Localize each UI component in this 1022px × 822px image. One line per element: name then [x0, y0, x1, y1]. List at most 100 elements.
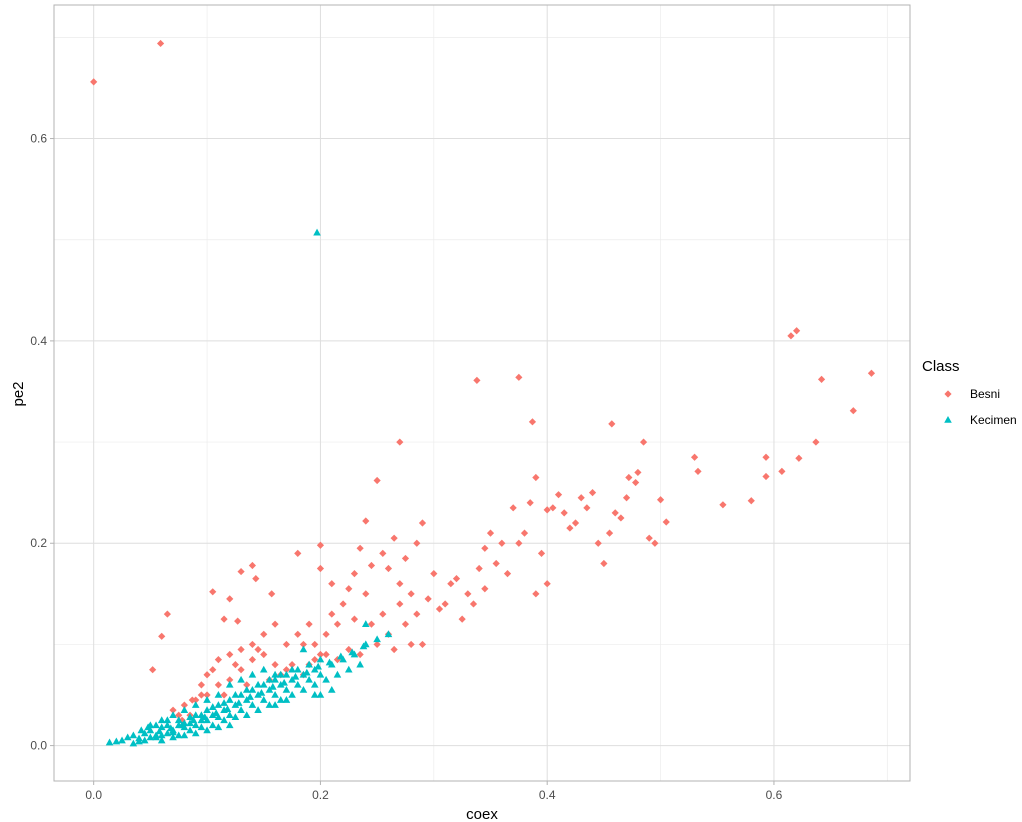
besni-point [632, 478, 640, 487]
besni-point [367, 620, 376, 628]
legend-key-kecimen [944, 416, 952, 423]
kecimen-point [208, 721, 217, 729]
kecimen-point [118, 736, 126, 744]
x-tick-label: 0.4 [539, 788, 556, 802]
besni-point [282, 640, 291, 649]
besni-point [390, 534, 398, 542]
kecimen-point [257, 688, 266, 696]
series-kecimen [105, 228, 393, 747]
besni-point [214, 681, 222, 689]
besni-point [532, 590, 540, 598]
besni-point [407, 640, 415, 649]
kecimen-point [276, 680, 285, 688]
kecimen-point [146, 733, 155, 741]
besni-point [473, 376, 481, 384]
besni-point [373, 476, 381, 485]
besni-point [435, 605, 444, 613]
besni-point [407, 590, 415, 598]
kecimen-point [288, 665, 296, 673]
kecimen-point [235, 699, 243, 706]
kecimen-point [322, 675, 330, 683]
kecimen-point [373, 635, 381, 643]
kecimen-point [137, 726, 146, 734]
besni-point [226, 595, 234, 603]
kecimen-point [242, 711, 251, 719]
besni-point [299, 640, 308, 649]
besni-point [180, 701, 188, 709]
besni-point [549, 504, 557, 512]
kecimen-point [254, 691, 262, 698]
besni-point [795, 454, 803, 462]
kecimen-point [327, 685, 336, 693]
besni-point [288, 661, 296, 669]
besni-point [492, 559, 500, 568]
legend: Class Besni Kecimen [922, 358, 1017, 427]
besni-point [617, 514, 625, 522]
besni-point [209, 588, 217, 596]
besni-point [520, 529, 529, 537]
kecimen-point [299, 685, 308, 693]
series-besni [90, 39, 876, 724]
kecimen-point [169, 733, 177, 741]
besni-point [481, 585, 489, 593]
kecimen-point [174, 716, 183, 724]
kecimen-point [316, 691, 325, 698]
plot-panel-background [54, 5, 910, 781]
besni-point [469, 600, 478, 608]
besni-point [305, 620, 313, 628]
besni-point [339, 600, 347, 608]
kecimen-point [155, 727, 164, 735]
y-tick-label: 0.0 [30, 739, 47, 753]
kecimen-point [157, 736, 166, 744]
kecimen-point [208, 703, 217, 710]
kecimen-point [276, 670, 285, 678]
besni-point [234, 617, 242, 625]
kecimen-point [356, 660, 364, 668]
besni-point [401, 554, 410, 563]
besni-point [622, 494, 631, 502]
kecimen-point [152, 733, 160, 741]
kecimen-point [214, 723, 223, 731]
besni-point [203, 691, 211, 699]
besni-point [248, 561, 257, 570]
besni-point [690, 453, 699, 461]
plot-panel-border [53, 4, 911, 782]
kecimen-point [359, 642, 368, 650]
besni-point [220, 615, 228, 623]
x-axis-title: coex [466, 806, 498, 822]
kecimen-point [313, 228, 321, 236]
kecimen-point [265, 701, 274, 708]
kecimen-point [214, 701, 223, 708]
kecimen-point [248, 701, 257, 708]
besni-point [237, 666, 245, 674]
kecimen-point [293, 665, 302, 673]
besni-point [486, 529, 495, 537]
kecimen-point [259, 665, 268, 673]
besni-point [248, 655, 257, 664]
kecimen-point [157, 731, 166, 739]
besni-point [413, 539, 421, 547]
besni-point [237, 567, 245, 576]
grid-minor-lines [54, 5, 910, 781]
besni-point [226, 650, 234, 659]
kecimen-point [105, 738, 114, 746]
besni-point [260, 650, 268, 659]
besni-point [787, 332, 795, 340]
besni-point [333, 620, 342, 628]
besni-point [543, 580, 551, 588]
kecimen-point [180, 706, 189, 713]
x-tick-label: 0.6 [766, 788, 783, 802]
kecimen-point [197, 723, 206, 731]
kecimen-point [333, 670, 342, 678]
besni-point [625, 473, 633, 482]
kecimen-point [282, 685, 291, 693]
kecimen-point [254, 680, 262, 688]
kecimen-point [214, 713, 223, 721]
legend-key-besni [944, 390, 952, 398]
kecimen-point [337, 652, 345, 660]
besni-point [214, 655, 222, 664]
besni-point [345, 645, 353, 654]
kecimen-point [203, 706, 211, 713]
kecimen-point [231, 691, 240, 698]
besni-point [362, 590, 370, 598]
